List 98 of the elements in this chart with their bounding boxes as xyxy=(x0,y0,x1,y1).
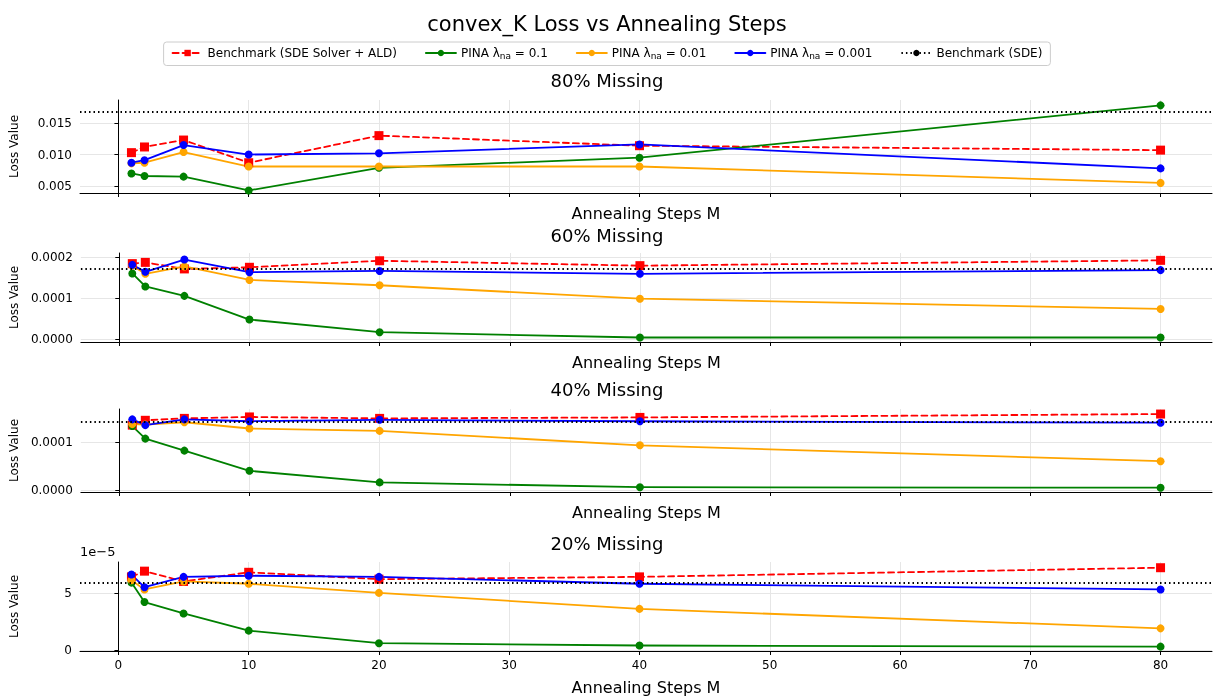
point xyxy=(244,626,253,635)
chart-title: 20% Missing xyxy=(550,532,664,554)
x-tick-label: 70 xyxy=(1022,658,1038,672)
chart-title: 40% Missing xyxy=(550,378,664,400)
point xyxy=(127,169,136,178)
point xyxy=(375,256,385,266)
point xyxy=(245,424,254,433)
x-tick-label: 80 xyxy=(1152,658,1169,672)
y-tick-label: 0.0001 xyxy=(30,291,73,306)
point xyxy=(126,148,136,158)
point xyxy=(1156,457,1165,466)
point xyxy=(1156,585,1165,594)
y-tick-label: 0.0002 xyxy=(30,250,73,265)
chart-title: convex_K Loss vs Annealing Steps xyxy=(427,11,787,37)
x-tick-label: 30 xyxy=(501,658,517,672)
y-tick-label: 0.015 xyxy=(37,116,72,131)
point xyxy=(635,604,644,613)
point xyxy=(244,162,253,171)
point xyxy=(635,294,644,303)
point xyxy=(1156,409,1166,419)
point xyxy=(245,275,254,284)
point xyxy=(139,566,149,576)
x-axis-title: Annealing Steps M xyxy=(572,502,721,522)
point xyxy=(179,141,188,150)
x-tick-label: 40 xyxy=(631,658,648,672)
x-axis-title: Annealing Steps M xyxy=(571,203,721,223)
y-tick-label: 5 xyxy=(64,585,72,600)
chart-subtitle: 80% Missing xyxy=(550,69,664,91)
point xyxy=(179,572,188,581)
point xyxy=(635,269,644,278)
x-tick-label: 10 xyxy=(241,658,257,672)
y-axis-title: Loss Value xyxy=(7,265,21,330)
point xyxy=(635,162,644,171)
legend-label: Benchmark (SDE Solver + ALD) xyxy=(207,46,397,60)
point xyxy=(375,328,384,337)
point xyxy=(141,434,150,443)
point xyxy=(1156,178,1165,187)
point xyxy=(140,598,149,607)
x-axis-title: Annealing Steps M xyxy=(572,352,721,372)
point xyxy=(635,261,645,271)
point xyxy=(245,315,254,324)
point xyxy=(374,131,384,141)
point xyxy=(128,269,137,278)
point xyxy=(1156,483,1165,492)
point xyxy=(1156,145,1166,155)
point xyxy=(374,149,383,158)
point xyxy=(180,446,189,455)
point xyxy=(140,171,149,180)
point xyxy=(1156,418,1165,427)
point xyxy=(1156,101,1165,110)
point xyxy=(375,281,384,290)
y-tick-label: 0.0000 xyxy=(30,332,73,347)
y-tick-label: 0 xyxy=(64,643,72,658)
point xyxy=(1156,333,1165,342)
point xyxy=(244,150,253,159)
x-tick-label: 0 xyxy=(114,658,123,672)
point xyxy=(244,571,253,580)
y-axis-title: Loss Value xyxy=(7,418,21,483)
x-axis-title: Annealing Steps M xyxy=(571,677,721,697)
point xyxy=(179,609,188,618)
x-tick-label: 50 xyxy=(762,658,778,672)
point xyxy=(1156,642,1165,651)
point xyxy=(374,588,383,597)
point xyxy=(635,333,644,342)
point xyxy=(1156,164,1165,173)
y-tick-label: 0.0001 xyxy=(30,434,73,449)
point xyxy=(245,466,254,475)
point xyxy=(634,572,644,582)
point xyxy=(1156,255,1166,265)
point xyxy=(1156,304,1165,313)
y-tick-label: 0.005 xyxy=(37,179,72,194)
point xyxy=(244,186,253,195)
point xyxy=(635,441,644,450)
point xyxy=(140,257,150,267)
y-tick-label: 0.010 xyxy=(37,147,72,162)
text: 1e−5 xyxy=(80,544,116,559)
chart-title: 60% Missing xyxy=(550,224,664,246)
point xyxy=(375,478,384,487)
point xyxy=(245,268,254,277)
legend-label: Benchmark (SDE) xyxy=(936,46,1043,60)
y-axis-title: Loss Value xyxy=(7,574,21,639)
point xyxy=(1156,563,1166,573)
x-tick-label: 60 xyxy=(892,658,908,672)
point xyxy=(635,153,644,162)
point xyxy=(180,291,189,300)
point xyxy=(635,417,644,426)
point xyxy=(635,483,644,492)
point xyxy=(375,426,384,435)
point xyxy=(179,172,188,181)
point xyxy=(141,282,150,291)
y-tick-label: 0.0000 xyxy=(30,483,73,498)
x-tick-label: 20 xyxy=(371,658,387,672)
point xyxy=(374,639,383,648)
point xyxy=(180,255,189,264)
point xyxy=(1156,624,1165,633)
point xyxy=(635,641,644,650)
point xyxy=(139,142,149,152)
y-axis-title: Loss Value xyxy=(7,114,21,179)
